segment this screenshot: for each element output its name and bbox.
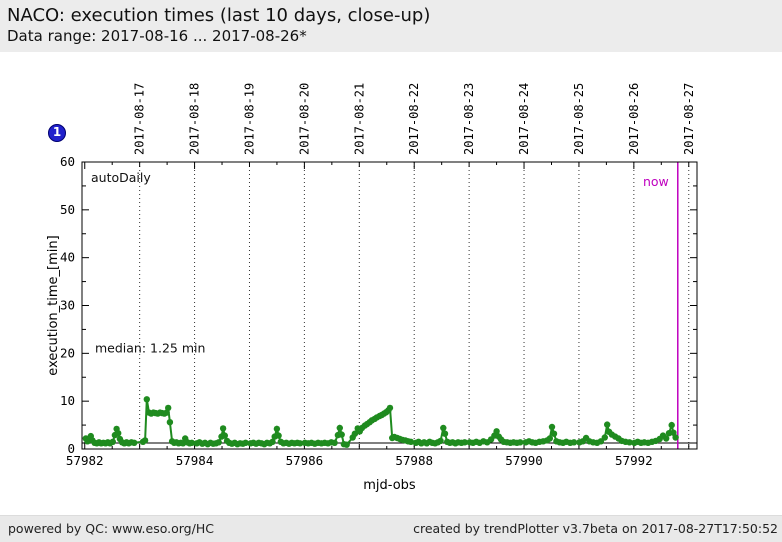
- plot-frame: [81, 161, 698, 450]
- data-point: [570, 439, 578, 446]
- y-tick-label: 20: [60, 345, 75, 360]
- y-axis-title: execution_time_[min]: [46, 235, 61, 375]
- x-tick-label: 57990: [505, 453, 543, 468]
- data-point: [437, 437, 444, 445]
- dataset-label: autoDaily: [91, 170, 151, 185]
- footer-created-by: created by trendPlotter v3.7beta on 2017…: [413, 521, 778, 536]
- date-tick-label: 2017-08-23: [462, 83, 476, 155]
- y-tick-label: 50: [60, 202, 75, 217]
- date-tick-label: 2017-08-27: [682, 83, 696, 155]
- data-point: [165, 404, 172, 412]
- data-point: [386, 404, 394, 412]
- data-point: [221, 432, 228, 439]
- data-point: [336, 424, 343, 432]
- y-tick-label: 60: [60, 154, 75, 169]
- footer-bar: powered by QC: www.eso.org/HC created by…: [0, 515, 782, 542]
- data-point: [670, 429, 677, 436]
- data-point: [273, 425, 281, 433]
- date-tick-label: 2017-08-21: [352, 83, 366, 155]
- data-point: [546, 435, 553, 442]
- data-point: [215, 439, 222, 446]
- data-point: [115, 430, 122, 437]
- x-tick-label: 57982: [66, 453, 104, 468]
- data-point: [269, 438, 276, 445]
- data-point: [338, 431, 345, 438]
- data-point: [407, 438, 415, 445]
- y-tick-label: 40: [60, 250, 75, 265]
- data-point: [601, 434, 608, 441]
- y-tick-label: 30: [60, 298, 75, 313]
- footer-powered-by: powered by QC: www.eso.org/HC: [8, 521, 214, 536]
- data-point: [351, 430, 359, 437]
- x-tick-label: 57986: [286, 453, 324, 468]
- data-point: [275, 432, 282, 439]
- data-point: [440, 424, 447, 432]
- now-marker: now: [643, 162, 679, 449]
- chart-area: 1 2017-08-17 2017-08-18 2017-08-19 2017-08-…: [0, 52, 782, 515]
- y-tick-labels: 0 10 20 30 40 50 60: [60, 154, 75, 456]
- x-tick-labels: 57982 57984 57986 57988 57990 57992: [66, 453, 653, 468]
- x-tick-label: 57988: [395, 453, 433, 468]
- data-point: [131, 439, 138, 446]
- date-tick-label: 2017-08-18: [188, 83, 202, 155]
- data-point: [493, 428, 500, 435]
- data-point: [343, 441, 350, 448]
- x-axis-title: mjd-obs: [363, 478, 416, 493]
- data-range-subtitle: Data range: 2017-08-16 ... 2017-08-26*: [7, 27, 307, 46]
- data-point: [517, 439, 524, 446]
- data-point: [166, 419, 174, 426]
- date-tick-label: 2017-08-19: [242, 83, 256, 155]
- data-point: [548, 423, 556, 431]
- data-point: [663, 435, 670, 442]
- data-point: [672, 434, 679, 441]
- data-point: [219, 425, 227, 432]
- date-tick-label: 2017-08-25: [572, 83, 586, 155]
- data-point: [441, 430, 449, 437]
- data-point: [188, 439, 195, 446]
- chart-svg: 2017-08-17 2017-08-18 2017-08-19 2017-08-20…: [46, 83, 698, 493]
- y-tick-label: 10: [60, 393, 75, 408]
- data-point: [461, 439, 468, 446]
- date-tick-label: 2017-08-17: [133, 83, 147, 155]
- x-tick-label: 57984: [176, 453, 214, 468]
- date-gridlines: [139, 162, 690, 449]
- data-point: [242, 439, 249, 446]
- data-point: [141, 437, 149, 444]
- y-axis-title: execution_time_[min]: [46, 235, 61, 375]
- x-tick-label: 57992: [615, 453, 653, 468]
- plot-number-badge[interactable]: 1: [48, 124, 66, 142]
- data-point: [668, 421, 675, 429]
- data-point: [143, 396, 150, 403]
- title-bar: NACO: execution times (last 10 days, clo…: [0, 0, 782, 52]
- median-line: median: 1.25 min: [82, 341, 697, 444]
- dataset-label: autoDaily: [91, 170, 151, 185]
- data-point: [626, 439, 633, 446]
- x-axis-title: mjd-obs: [363, 478, 416, 493]
- data-point: [296, 440, 304, 447]
- data-point: [550, 430, 558, 437]
- median-label: median: 1.25 min: [95, 341, 205, 356]
- date-tick-label: 2017-08-20: [297, 83, 311, 155]
- page-title: NACO: execution times (last 10 days, clo…: [7, 5, 431, 26]
- data-point: [604, 421, 611, 428]
- y-tick-label: 0: [67, 441, 75, 456]
- data-point: [331, 439, 338, 446]
- series-execution_time: [82, 396, 679, 448]
- now-label: now: [643, 174, 669, 189]
- data-point: [109, 438, 117, 445]
- date-tick-label: 2017-08-22: [407, 83, 421, 155]
- date-labels: 2017-08-17 2017-08-18 2017-08-19 2017-08-20…: [133, 83, 696, 155]
- date-tick-label: 2017-08-26: [627, 83, 641, 155]
- date-tick-label: 2017-08-24: [517, 83, 531, 155]
